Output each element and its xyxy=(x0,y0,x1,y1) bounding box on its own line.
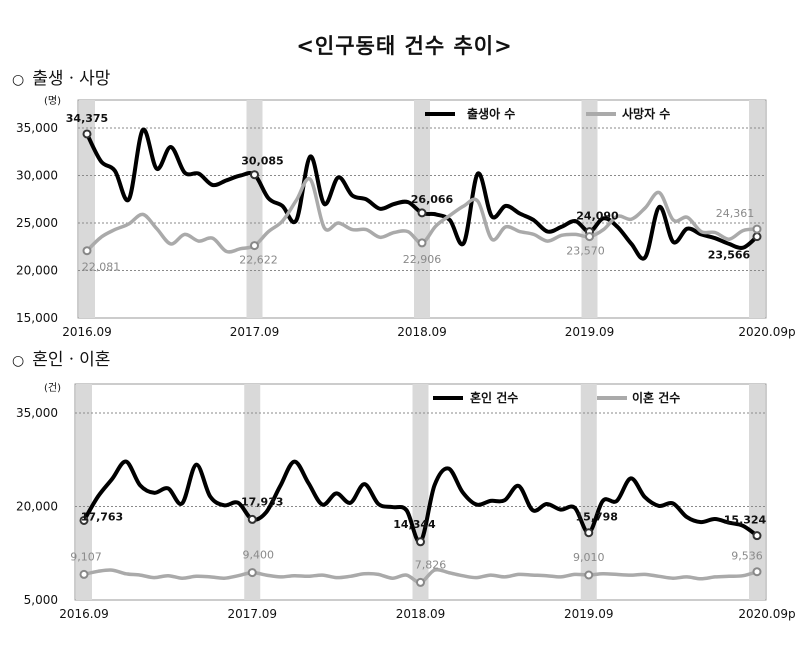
data-point-marker xyxy=(82,129,92,139)
highlight-band xyxy=(76,384,92,600)
data-label: 26,066 xyxy=(411,193,454,206)
y-unit-label: (건) xyxy=(44,382,61,394)
data-point-marker xyxy=(752,567,762,577)
data-point-marker xyxy=(79,515,89,525)
highlight-band xyxy=(244,384,261,600)
highlight-band xyxy=(749,384,765,600)
data-label: 9,107 xyxy=(70,550,102,563)
x-tick-label: 2019.09 xyxy=(564,607,614,621)
data-point-marker xyxy=(585,232,594,242)
data-label: 9,536 xyxy=(731,550,763,563)
highlight-band xyxy=(581,100,598,318)
section-bullet-icon: ○ xyxy=(12,72,25,88)
data-point-marker xyxy=(752,232,762,242)
data-label: 17,763 xyxy=(81,510,123,523)
data-label: 9,400 xyxy=(243,549,275,562)
data-point-marker xyxy=(247,568,257,578)
data-point-marker xyxy=(416,577,425,587)
x-tick-label: 2019.09 xyxy=(565,325,615,339)
data-point-marker xyxy=(417,238,427,248)
data-label: 15,324 xyxy=(724,514,767,527)
data-label: 9,010 xyxy=(573,551,605,564)
y-tick-label: 20,000 xyxy=(16,500,58,514)
x-tick-label: 2016.09 xyxy=(59,607,109,621)
y-tick-label: 5,000 xyxy=(24,593,58,607)
page-title: <인구동태 건수 추이> xyxy=(296,34,513,58)
data-point-marker xyxy=(250,170,259,180)
y-unit-label: (명) xyxy=(44,95,61,107)
x-tick-label: 2017.09 xyxy=(230,325,280,339)
legend-label: 사망자 수 xyxy=(622,106,670,121)
data-point-marker xyxy=(82,246,92,256)
data-label: 24,361 xyxy=(716,207,755,220)
legend-label: 이혼 건수 xyxy=(632,390,680,405)
section-bullet-icon: ○ xyxy=(12,353,25,369)
data-point-marker xyxy=(417,208,427,218)
legend-label: 혼인 건수 xyxy=(470,390,518,405)
data-label: 22,081 xyxy=(82,261,121,274)
y-tick-label: 35,000 xyxy=(16,121,58,135)
y-tick-label: 30,000 xyxy=(16,169,58,183)
data-point-marker xyxy=(752,224,762,234)
data-label: 34,375 xyxy=(66,112,108,125)
data-point-marker xyxy=(584,570,594,580)
data-label: 7,826 xyxy=(415,558,447,571)
y-tick-label: 35,000 xyxy=(16,406,58,420)
x-tick-label: 2020.09p xyxy=(738,325,795,339)
section-heading-marriage-divorce: ○ 혼인ㆍ이혼 xyxy=(12,345,110,370)
x-tick-label: 2020.09p xyxy=(738,607,795,621)
highlight-band xyxy=(580,384,597,600)
section-label: 혼인ㆍ이혼 xyxy=(32,350,111,370)
section-label: 출생ㆍ사망 xyxy=(32,69,111,89)
data-point-marker xyxy=(250,241,259,251)
data-label: 24,090 xyxy=(576,210,619,223)
data-label: 23,566 xyxy=(708,249,751,262)
legend-label: 출생아 수 xyxy=(467,106,515,121)
data-point-marker xyxy=(752,531,762,541)
x-tick-label: 2018.09 xyxy=(397,325,447,339)
data-label: 22,622 xyxy=(239,254,278,267)
highlight-band xyxy=(246,100,263,318)
highlight-band xyxy=(79,100,95,318)
section-heading-birth-death: ○ 출생ㆍ사망 xyxy=(12,64,110,89)
data-label: 14,344 xyxy=(393,518,436,531)
x-tick-label: 2016.09 xyxy=(62,325,112,339)
data-label: 17,933 xyxy=(241,495,283,508)
highlight-band xyxy=(749,100,765,318)
y-tick-label: 15,000 xyxy=(16,311,58,325)
data-label: 15,798 xyxy=(576,511,618,524)
data-point-marker xyxy=(416,537,425,547)
data-point-marker xyxy=(584,528,594,538)
data-label: 23,570 xyxy=(566,245,605,258)
data-point-marker xyxy=(79,569,89,579)
data-point-marker xyxy=(247,514,257,524)
highlight-band xyxy=(412,384,429,600)
y-tick-label: 25,000 xyxy=(16,216,58,230)
data-label: 30,085 xyxy=(241,155,283,168)
data-label: 22,906 xyxy=(403,253,442,266)
x-tick-label: 2018.09 xyxy=(396,607,446,621)
y-tick-label: 20,000 xyxy=(16,264,58,278)
x-tick-label: 2017.09 xyxy=(227,607,277,621)
